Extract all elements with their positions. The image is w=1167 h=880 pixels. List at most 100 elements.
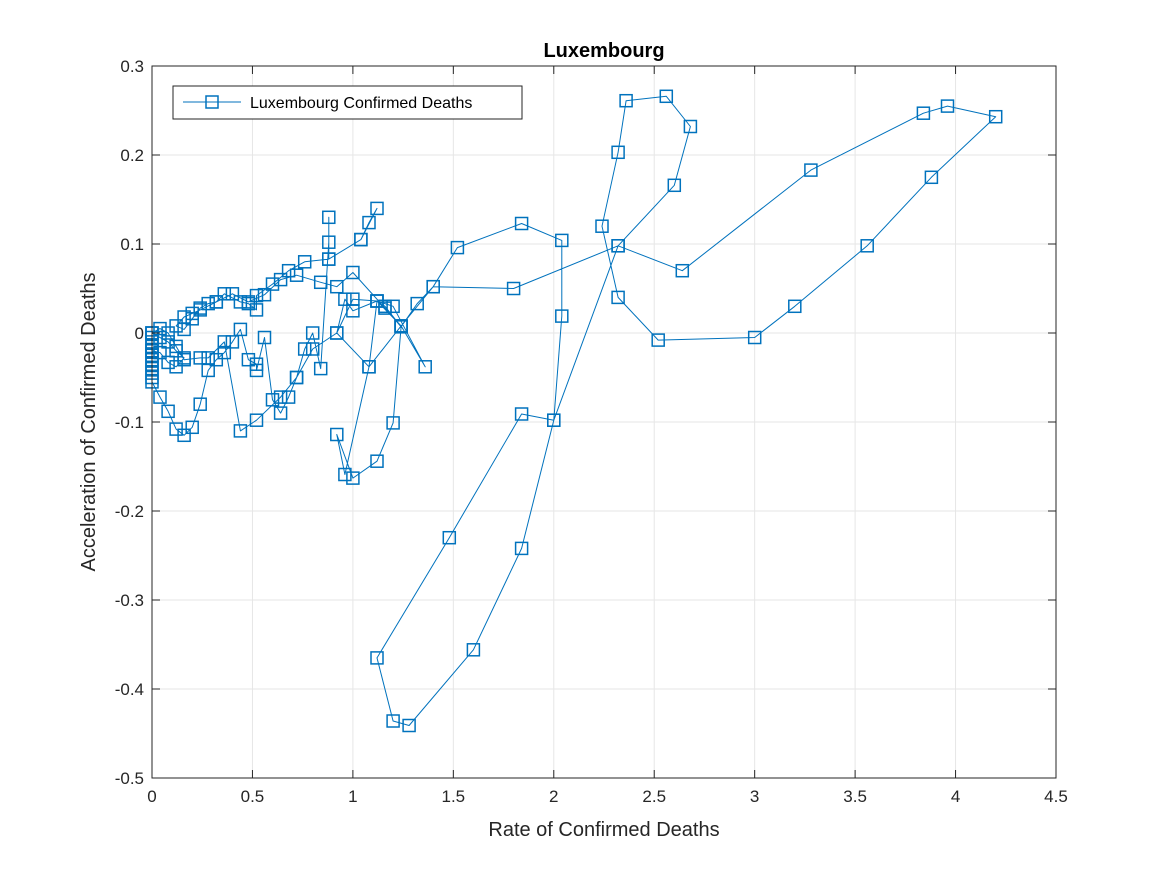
data-point: [265, 277, 280, 291]
data-point: [330, 326, 344, 340]
data-point: [370, 651, 384, 665]
data-point: [346, 471, 360, 485]
grid: [152, 66, 1056, 778]
ticks: 0 0.5 1 1.5 2 2.5 3 3.5 4 4.5 -0.5 -0.4 -0.3 -0.2 -0.1…: [115, 57, 1068, 806]
data-point: [161, 335, 175, 349]
data-point: [257, 330, 272, 345]
data-point: [418, 360, 432, 374]
data-point: [233, 424, 248, 438]
data-point: [514, 407, 529, 421]
data-point: [362, 360, 376, 374]
data-point: [289, 268, 304, 282]
data-point: [450, 240, 465, 255]
data-point: [611, 239, 625, 253]
data-point: [153, 321, 167, 336]
data-point: [659, 89, 674, 104]
data-point: [233, 322, 248, 337]
data-point: [804, 163, 818, 177]
data-point: [346, 265, 360, 280]
y-tick-label: 0.1: [120, 235, 144, 254]
data-point: [193, 351, 207, 365]
data-point: [193, 397, 207, 411]
data-point: [305, 326, 320, 340]
data-point: [595, 219, 609, 233]
data-point: [225, 287, 240, 301]
data-point: [322, 235, 336, 249]
data-point: [249, 363, 264, 378]
x-tick-label: 1: [348, 787, 357, 806]
data-point: [402, 718, 416, 733]
data-point: [297, 255, 312, 269]
data-point: [330, 427, 344, 442]
x-tick-label: 0: [147, 787, 156, 806]
data-point: [225, 335, 240, 349]
x-tick-label: 2: [549, 787, 558, 806]
y-tick-label: 0.2: [120, 146, 144, 165]
data-point: [940, 99, 955, 113]
data-point: [338, 467, 352, 482]
data-point: [209, 352, 224, 367]
x-axis-label: Rate of Confirmed Deaths: [488, 819, 719, 841]
data-point: [362, 215, 376, 230]
data-point: [313, 275, 328, 290]
x-tick-label: 3: [750, 787, 759, 806]
y-tick-label: -0.5: [115, 769, 144, 788]
data-point: [257, 287, 272, 302]
data-point: [281, 390, 296, 404]
data-point: [217, 335, 232, 349]
data-point: [354, 232, 368, 247]
data-point: [386, 299, 400, 314]
data-point: [161, 326, 175, 340]
data-point: [322, 210, 336, 225]
x-tick-label: 4: [951, 787, 960, 806]
data-point: [916, 106, 931, 120]
data-point: [201, 351, 215, 365]
data-point: [273, 390, 288, 404]
data-point: [169, 319, 183, 333]
data-point: [386, 416, 400, 430]
data-point: [297, 342, 312, 356]
data-point: [442, 530, 457, 545]
data-point: [394, 320, 408, 334]
data-point: [153, 330, 167, 345]
data-point: [547, 413, 561, 427]
data-point: [667, 178, 682, 193]
data-point: [426, 279, 440, 294]
data-point: [747, 330, 762, 345]
data-point: [241, 295, 256, 309]
data-point: [193, 301, 207, 315]
data-point: [788, 299, 802, 314]
data-point: [265, 393, 280, 407]
data-point: [619, 93, 633, 108]
data-point: [514, 216, 529, 231]
data-point: [506, 281, 521, 296]
data-point: [370, 201, 384, 216]
data-point: [683, 119, 698, 134]
data-point: [233, 295, 248, 309]
chart-title: Luxembourg: [543, 40, 664, 62]
data-point: [161, 404, 175, 419]
legend: Luxembourg Confirmed Deaths: [172, 85, 523, 120]
data-point: [241, 352, 256, 367]
y-tick-label: 0: [135, 324, 144, 343]
data-point: [273, 272, 288, 287]
data-point: [289, 370, 304, 385]
data-point: [370, 454, 384, 468]
data-point: [185, 312, 199, 326]
data-point: [217, 287, 232, 301]
data-point: [281, 263, 296, 278]
data-point: [988, 109, 1003, 124]
x-tick-label: 4.5: [1044, 787, 1068, 806]
data-point: [313, 361, 328, 376]
data-point: [185, 420, 199, 435]
data-point: [338, 292, 352, 306]
data-point: [466, 643, 481, 657]
data-point: [514, 541, 529, 556]
x-tick-label: 2.5: [642, 787, 666, 806]
data-point: [201, 296, 215, 311]
y-tick-label: -0.1: [115, 413, 144, 432]
legend-marker: [205, 95, 219, 109]
data-point: [153, 390, 167, 404]
data-point: [153, 345, 167, 360]
